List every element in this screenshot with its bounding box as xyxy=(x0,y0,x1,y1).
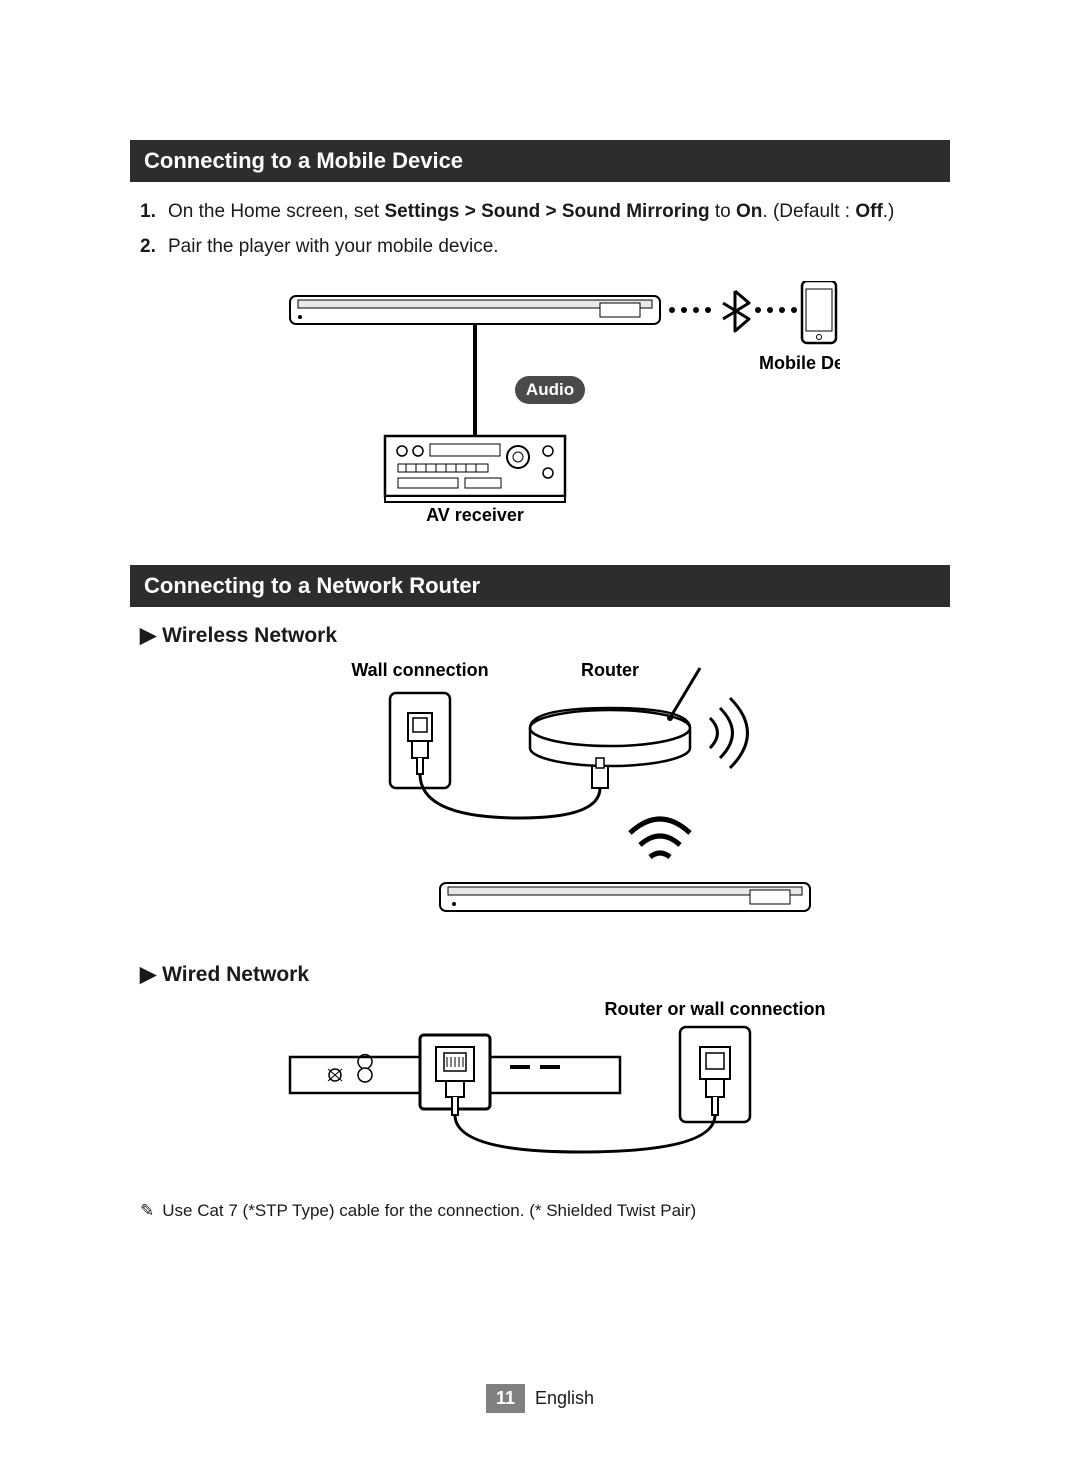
step-num: 1. xyxy=(140,198,168,227)
step-1: 1. On the Home screen, set Settings > So… xyxy=(140,198,950,227)
label-mobile-device: Mobile Device xyxy=(759,353,840,373)
diagram-wireless-svg: Wall connection Router xyxy=(260,658,820,938)
subheading-wired: ▶ Wired Network xyxy=(140,962,950,987)
wired-heading-text: Wired Network xyxy=(162,963,309,986)
note-cat7: ✎ Use Cat 7 (*STP Type) cable for the con… xyxy=(140,1201,950,1221)
diagram-mobile: Mobile Device Audio AV rece xyxy=(130,281,950,541)
diagram-wireless: Wall connection Router xyxy=(130,658,950,938)
page-footer: 11 English xyxy=(0,1384,1080,1413)
subheading-wireless: ▶ Wireless Network xyxy=(140,623,950,648)
step1-path: Settings > Sound > Sound Mirroring xyxy=(385,201,710,222)
step1-post1: . (Default : xyxy=(762,201,855,222)
section-header-mobile: Connecting to a Mobile Device xyxy=(130,140,950,182)
step-2: 2. Pair the player with your mobile devi… xyxy=(140,233,950,262)
step1-mid: to xyxy=(710,201,736,222)
label-audio: Audio xyxy=(526,380,574,399)
step1-on: On xyxy=(736,201,762,222)
diagram-wired: Router or wall connection xyxy=(130,997,950,1177)
step-text: Pair the player with your mobile device. xyxy=(168,233,499,262)
label-router: Router xyxy=(581,660,639,680)
diagram-wired-svg: Router or wall connection xyxy=(250,997,830,1177)
step1-post2: .) xyxy=(883,201,895,222)
page-number: 11 xyxy=(486,1384,525,1413)
step1-pre: On the Home screen, set xyxy=(168,201,385,222)
steps-list: 1. On the Home screen, set Settings > So… xyxy=(130,198,950,261)
bluetooth-icon xyxy=(723,291,749,331)
label-wall-connection: Wall connection xyxy=(351,660,488,680)
wifi-icon xyxy=(630,819,690,857)
label-av-receiver: AV receiver xyxy=(426,505,524,525)
page-lang: English xyxy=(535,1388,594,1408)
label-router-wall: Router or wall connection xyxy=(604,999,825,1019)
note-text: Use Cat 7 (*STP Type) cable for the conn… xyxy=(162,1201,696,1220)
diagram-mobile-svg: Mobile Device Audio AV rece xyxy=(240,281,840,541)
wireless-heading-text: Wireless Network xyxy=(162,624,337,647)
section-header-router: Connecting to a Network Router xyxy=(130,565,950,607)
step1-off: Off xyxy=(855,201,882,222)
triangle-icon: ▶ xyxy=(140,963,156,986)
triangle-icon: ▶ xyxy=(140,624,156,647)
step-text: On the Home screen, set Settings > Sound… xyxy=(168,198,894,227)
pencil-icon: ✎ xyxy=(140,1201,154,1220)
step-num: 2. xyxy=(140,233,168,262)
